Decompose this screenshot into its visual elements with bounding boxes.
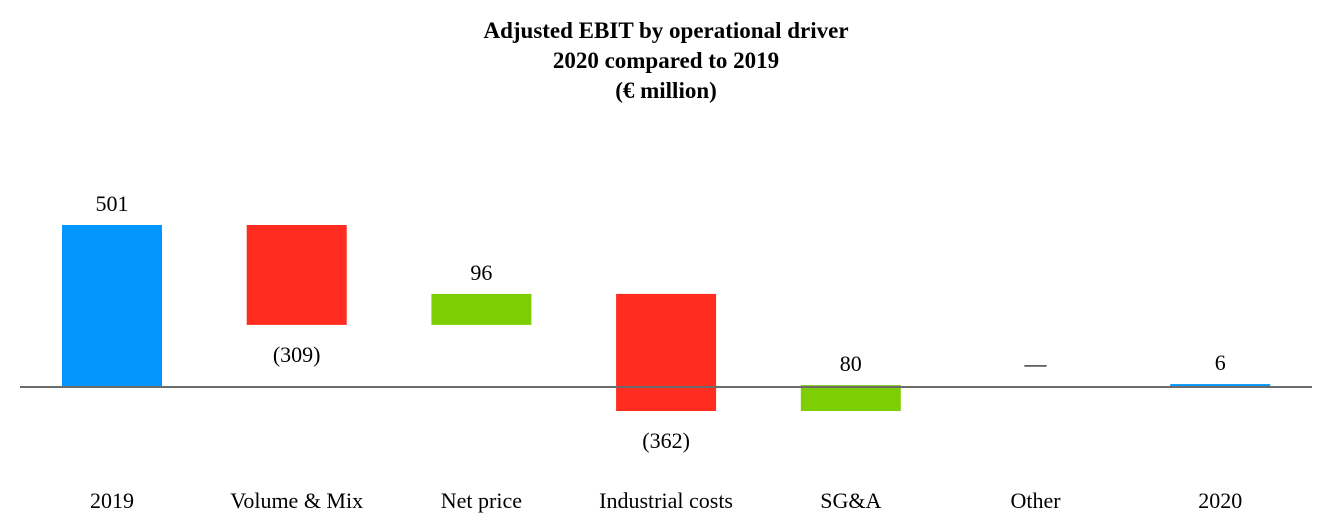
chart-title-line-2: 2020 compared to 2019 (552, 48, 780, 73)
category-label-sganda: SG&A (820, 488, 881, 513)
category-label-industrial-costs: Industrial costs (599, 488, 733, 513)
chart-title-line-3: (€ million) (615, 78, 717, 103)
bars (62, 225, 1271, 411)
value-label-other: — (1024, 351, 1048, 376)
category-label-volume-and-mix: Volume & Mix (230, 488, 363, 513)
bar-2019 (62, 225, 162, 387)
value-label-volume-and-mix: (309) (273, 342, 321, 367)
bar-net-price (431, 293, 532, 325)
value-labels: 501 (309) 96 (362) 80 — 6 (96, 191, 1226, 453)
category-label-other: Other (1010, 488, 1061, 513)
category-label-2020: 2020 (1198, 488, 1242, 513)
value-label-2019: 501 (96, 191, 129, 216)
category-label-2019: 2019 (90, 488, 134, 513)
bar-industrial-costs (616, 293, 717, 411)
category-label-net-price: Net price (441, 488, 522, 513)
chart-title: Adjusted EBIT by operational driver 2020… (0, 16, 1332, 106)
bar-volume-and-mix (246, 225, 347, 325)
value-label-industrial-costs: (362) (642, 428, 690, 453)
value-label-2020: 6 (1215, 350, 1226, 375)
bar-2020 (1170, 384, 1271, 387)
value-label-sganda: 80 (840, 351, 862, 376)
chart-title-line-1: Adjusted EBIT by operational driver (483, 18, 849, 43)
value-label-net-price: 96 (470, 260, 492, 285)
category-labels: 2019 Volume & Mix Net price Industrial cost… (90, 488, 1242, 513)
bar-sganda (800, 385, 901, 411)
